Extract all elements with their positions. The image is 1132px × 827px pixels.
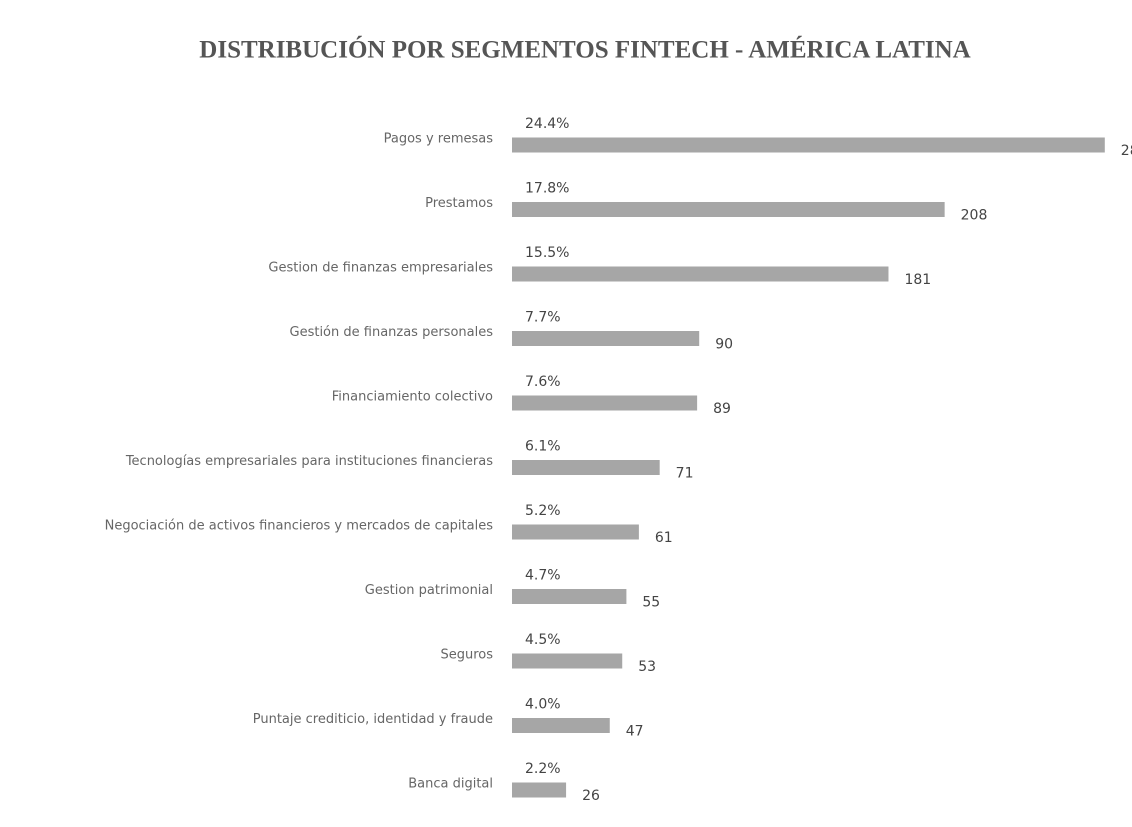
chart-title: DISTRIBUCIÓN POR SEGMENTOS FINTECH - AMÉ…	[199, 36, 970, 64]
bar	[512, 266, 889, 282]
percent-label: 15.5%	[525, 245, 569, 261]
value-label: 181	[904, 272, 931, 288]
bar	[512, 718, 610, 733]
value-label: 53	[638, 659, 656, 675]
value-label: 26	[582, 788, 600, 804]
percent-label: 24.4%	[525, 116, 569, 132]
value-label: 71	[676, 466, 694, 482]
percent-label: 5.2%	[525, 503, 561, 519]
percent-label: 2.2%	[525, 761, 561, 777]
category-label: Financiamiento colectivo	[332, 390, 493, 405]
value-label: 61	[655, 530, 673, 546]
category-label: Tecnologías empresariales para instituci…	[125, 454, 493, 469]
category-label: Prestamos	[425, 196, 493, 211]
bar	[512, 395, 698, 411]
bar	[512, 137, 1105, 153]
bar	[512, 782, 567, 798]
percent-label: 7.7%	[525, 310, 561, 326]
category-label: Puntaje crediticio, identidad y fraude	[253, 712, 493, 727]
percent-label: 4.5%	[525, 632, 561, 648]
category-label: Seguros	[440, 648, 493, 663]
value-label: 89	[713, 401, 731, 417]
category-label: Negociación de activos financieros y mer…	[105, 519, 494, 534]
bar	[512, 653, 623, 669]
category-label: Pagos y remesas	[384, 132, 494, 147]
percent-label: 7.6%	[525, 374, 561, 390]
category-label: Gestion patrimonial	[365, 583, 493, 598]
bar	[512, 589, 627, 604]
bar	[512, 460, 660, 475]
value-label: 208	[961, 208, 988, 224]
value-label: 55	[642, 595, 660, 611]
percent-label: 4.7%	[525, 568, 561, 584]
percent-label: 6.1%	[525, 439, 561, 455]
value-label: 47	[626, 724, 644, 740]
percent-label: 4.0%	[525, 697, 561, 713]
category-label: Gestión de finanzas personales	[290, 325, 494, 340]
value-label: 285	[1121, 143, 1132, 159]
category-label: Gestion de finanzas empresariales	[268, 261, 493, 276]
bar	[512, 524, 639, 540]
percent-label: 17.8%	[525, 181, 569, 197]
category-label: Banca digital	[408, 777, 493, 792]
value-label: 90	[715, 337, 733, 353]
bar	[512, 202, 945, 217]
bar	[512, 331, 700, 346]
